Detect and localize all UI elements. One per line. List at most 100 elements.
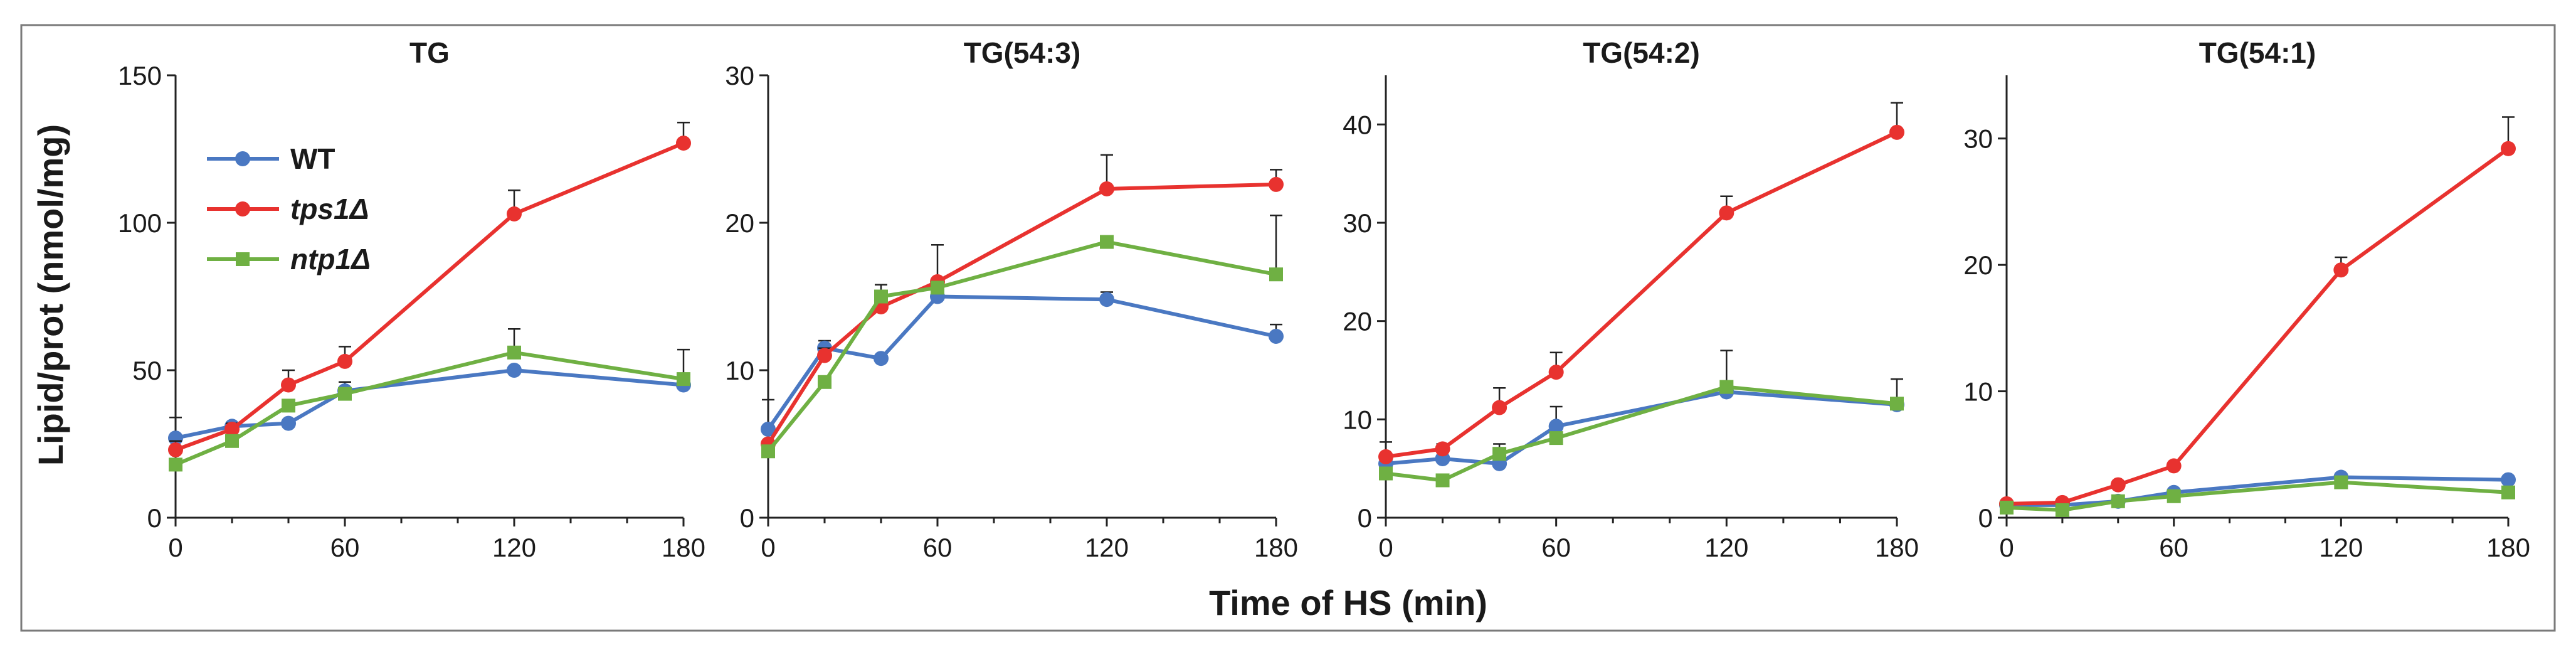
- data-point: [1100, 235, 1114, 249]
- data-point: [225, 434, 239, 448]
- x-tick-label: 120: [492, 533, 536, 562]
- data-point: [1099, 292, 1114, 307]
- data-point: [1099, 181, 1114, 196]
- data-point: [507, 206, 522, 222]
- y-tick-label: 40: [1343, 110, 1372, 139]
- series-line: [175, 368, 684, 441]
- data-point: [1435, 473, 1450, 488]
- series-line: [174, 350, 684, 467]
- x-tick-label: 180: [662, 533, 705, 562]
- x-tick-label: 60: [330, 533, 360, 562]
- y-tick-label: 50: [132, 356, 162, 385]
- legend-label: WT: [290, 142, 335, 175]
- data-point: [2501, 472, 2516, 488]
- x-tick-label: 60: [1541, 533, 1571, 562]
- data-point: [817, 348, 832, 363]
- series-line: [766, 240, 1277, 453]
- data-point: [507, 363, 522, 378]
- series-line: [766, 182, 1277, 446]
- y-tick-label: 20: [1343, 307, 1372, 336]
- data-point: [337, 353, 352, 369]
- data-point: [1889, 124, 1904, 140]
- data-point: [1719, 205, 1734, 221]
- data-point: [168, 442, 183, 457]
- data-point: [677, 372, 690, 387]
- data-point: [1435, 441, 1450, 457]
- y-tick-label: 0: [1358, 503, 1372, 533]
- series-tps1Δ: [1378, 102, 1904, 464]
- data-point: [1492, 400, 1507, 415]
- data-point: [931, 280, 944, 295]
- y-tick-label: 0: [740, 503, 754, 533]
- legend-item: WT: [207, 142, 335, 175]
- data-point: [1378, 449, 1393, 464]
- data-point: [2000, 500, 2014, 515]
- x-tick-label: 0: [1378, 533, 1393, 562]
- panel-title: TG(54:3): [964, 36, 1081, 69]
- data-point: [168, 430, 183, 446]
- y-tick-label: 0: [147, 503, 162, 533]
- x-tick-label: 0: [761, 533, 775, 562]
- x-tick-label: 0: [1999, 533, 2014, 562]
- data-point: [2110, 477, 2126, 493]
- x-tick-label: 0: [168, 533, 182, 562]
- series-line: [2006, 480, 2509, 512]
- series-line: [1385, 131, 1898, 459]
- series-line: [174, 141, 685, 452]
- data-point: [676, 136, 691, 151]
- y-tick-label: 30: [725, 61, 754, 90]
- x-tick-label: 180: [1875, 533, 1919, 562]
- y-tick-label: 150: [118, 61, 162, 90]
- data-point: [169, 457, 182, 472]
- data-point: [2501, 485, 2515, 499]
- panel-4: TG(54:1) 0 10 20 30 0 60 120 180: [1963, 36, 2530, 562]
- y-tick-label: 30: [1343, 208, 1372, 238]
- x-tick-label: 180: [2486, 533, 2530, 562]
- x-tick-label: 60: [923, 533, 953, 562]
- y-tick-label: 30: [1963, 124, 1993, 154]
- data-point: [2167, 489, 2181, 503]
- data-point: [1719, 380, 1734, 394]
- panel-1: TG 0 50 100 150 0 60 120 180: [118, 36, 705, 562]
- series-ntp1Δ: [761, 215, 1283, 459]
- data-point: [1549, 431, 1563, 446]
- data-point: [2501, 141, 2516, 156]
- x-tick-label: 180: [1254, 533, 1298, 562]
- data-point: [1492, 447, 1507, 461]
- data-point: [818, 375, 831, 389]
- data-point: [281, 377, 296, 393]
- series-line: [1385, 385, 1898, 483]
- legend-swatch-marker: [235, 201, 250, 216]
- data-point: [2166, 458, 2182, 474]
- x-tick-label: 120: [2319, 533, 2363, 562]
- y-tick-label: 20: [725, 208, 754, 238]
- data-point: [2334, 475, 2348, 489]
- series-ntp1Δ: [169, 328, 690, 472]
- y-axis-label: Lipid/prot (nmol/mg): [31, 124, 70, 466]
- legend: WT tps1Δ ntp1Δ: [207, 142, 371, 275]
- legend-item: ntp1Δ: [207, 243, 371, 275]
- data-point: [507, 345, 521, 360]
- y-tick-label: 10: [1963, 377, 1993, 407]
- series-tps1Δ: [168, 121, 691, 457]
- series-line: [2006, 147, 2510, 506]
- legend-item: tps1Δ: [207, 193, 369, 225]
- series-line: [766, 294, 1277, 430]
- legend-label: tps1Δ: [290, 193, 369, 225]
- data-point: [1269, 328, 1284, 344]
- x-tick-label: 60: [2159, 533, 2188, 562]
- data-point: [281, 415, 296, 431]
- legend-swatch-marker: [235, 151, 250, 166]
- panel-2: TG(54:3) 0 10 20 30 0 60 120 180: [725, 36, 1298, 562]
- series-line: [2007, 475, 2509, 507]
- series-ntp1Δ: [2000, 475, 2515, 517]
- panel-title: TG: [409, 36, 450, 69]
- data-point: [1548, 419, 1564, 434]
- data-point: [874, 289, 888, 304]
- legend-label: ntp1Δ: [290, 243, 371, 275]
- y-tick-label: 10: [1343, 405, 1372, 434]
- legend-swatch-marker: [236, 252, 250, 266]
